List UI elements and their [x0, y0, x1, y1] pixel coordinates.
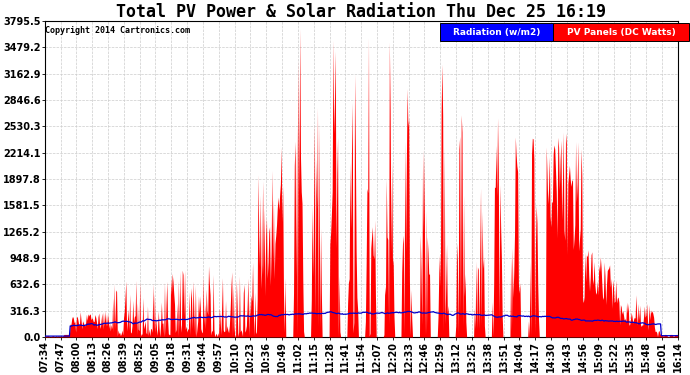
- Text: Copyright 2014 Cartronics.com: Copyright 2014 Cartronics.com: [46, 26, 190, 34]
- Title: Total PV Power & Solar Radiation Thu Dec 25 16:19: Total PV Power & Solar Radiation Thu Dec…: [116, 3, 606, 21]
- Bar: [440, 22, 553, 42]
- Bar: [553, 22, 689, 42]
- Text: Radiation (w/m2): Radiation (w/m2): [453, 27, 540, 36]
- Text: PV Panels (DC Watts): PV Panels (DC Watts): [566, 27, 676, 36]
